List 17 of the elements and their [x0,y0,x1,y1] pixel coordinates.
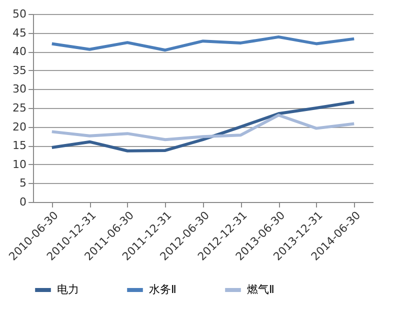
y-tick-label: 25 [12,102,26,114]
line-series [50,114,356,142]
legend-label: 电力 [57,283,79,296]
y-tick-label: 5 [20,176,26,190]
line-series [50,100,356,152]
y-tick-label: 20 [12,120,26,134]
y-tick-label: 15 [12,139,26,152]
y-tick-label: 10 [12,158,26,171]
legend-label: 燃气Ⅱ [247,283,274,296]
y-tick-label: 0 [20,196,26,208]
line-series [50,35,356,52]
y-tick-label: 45 [12,26,26,40]
y-tick-label: 30 [12,82,26,96]
y-tick-label: 50 [12,8,26,20]
legend-label: 水务Ⅱ [149,283,176,296]
y-tick-label: 35 [12,64,26,77]
y-tick-label: 40 [12,45,26,58]
